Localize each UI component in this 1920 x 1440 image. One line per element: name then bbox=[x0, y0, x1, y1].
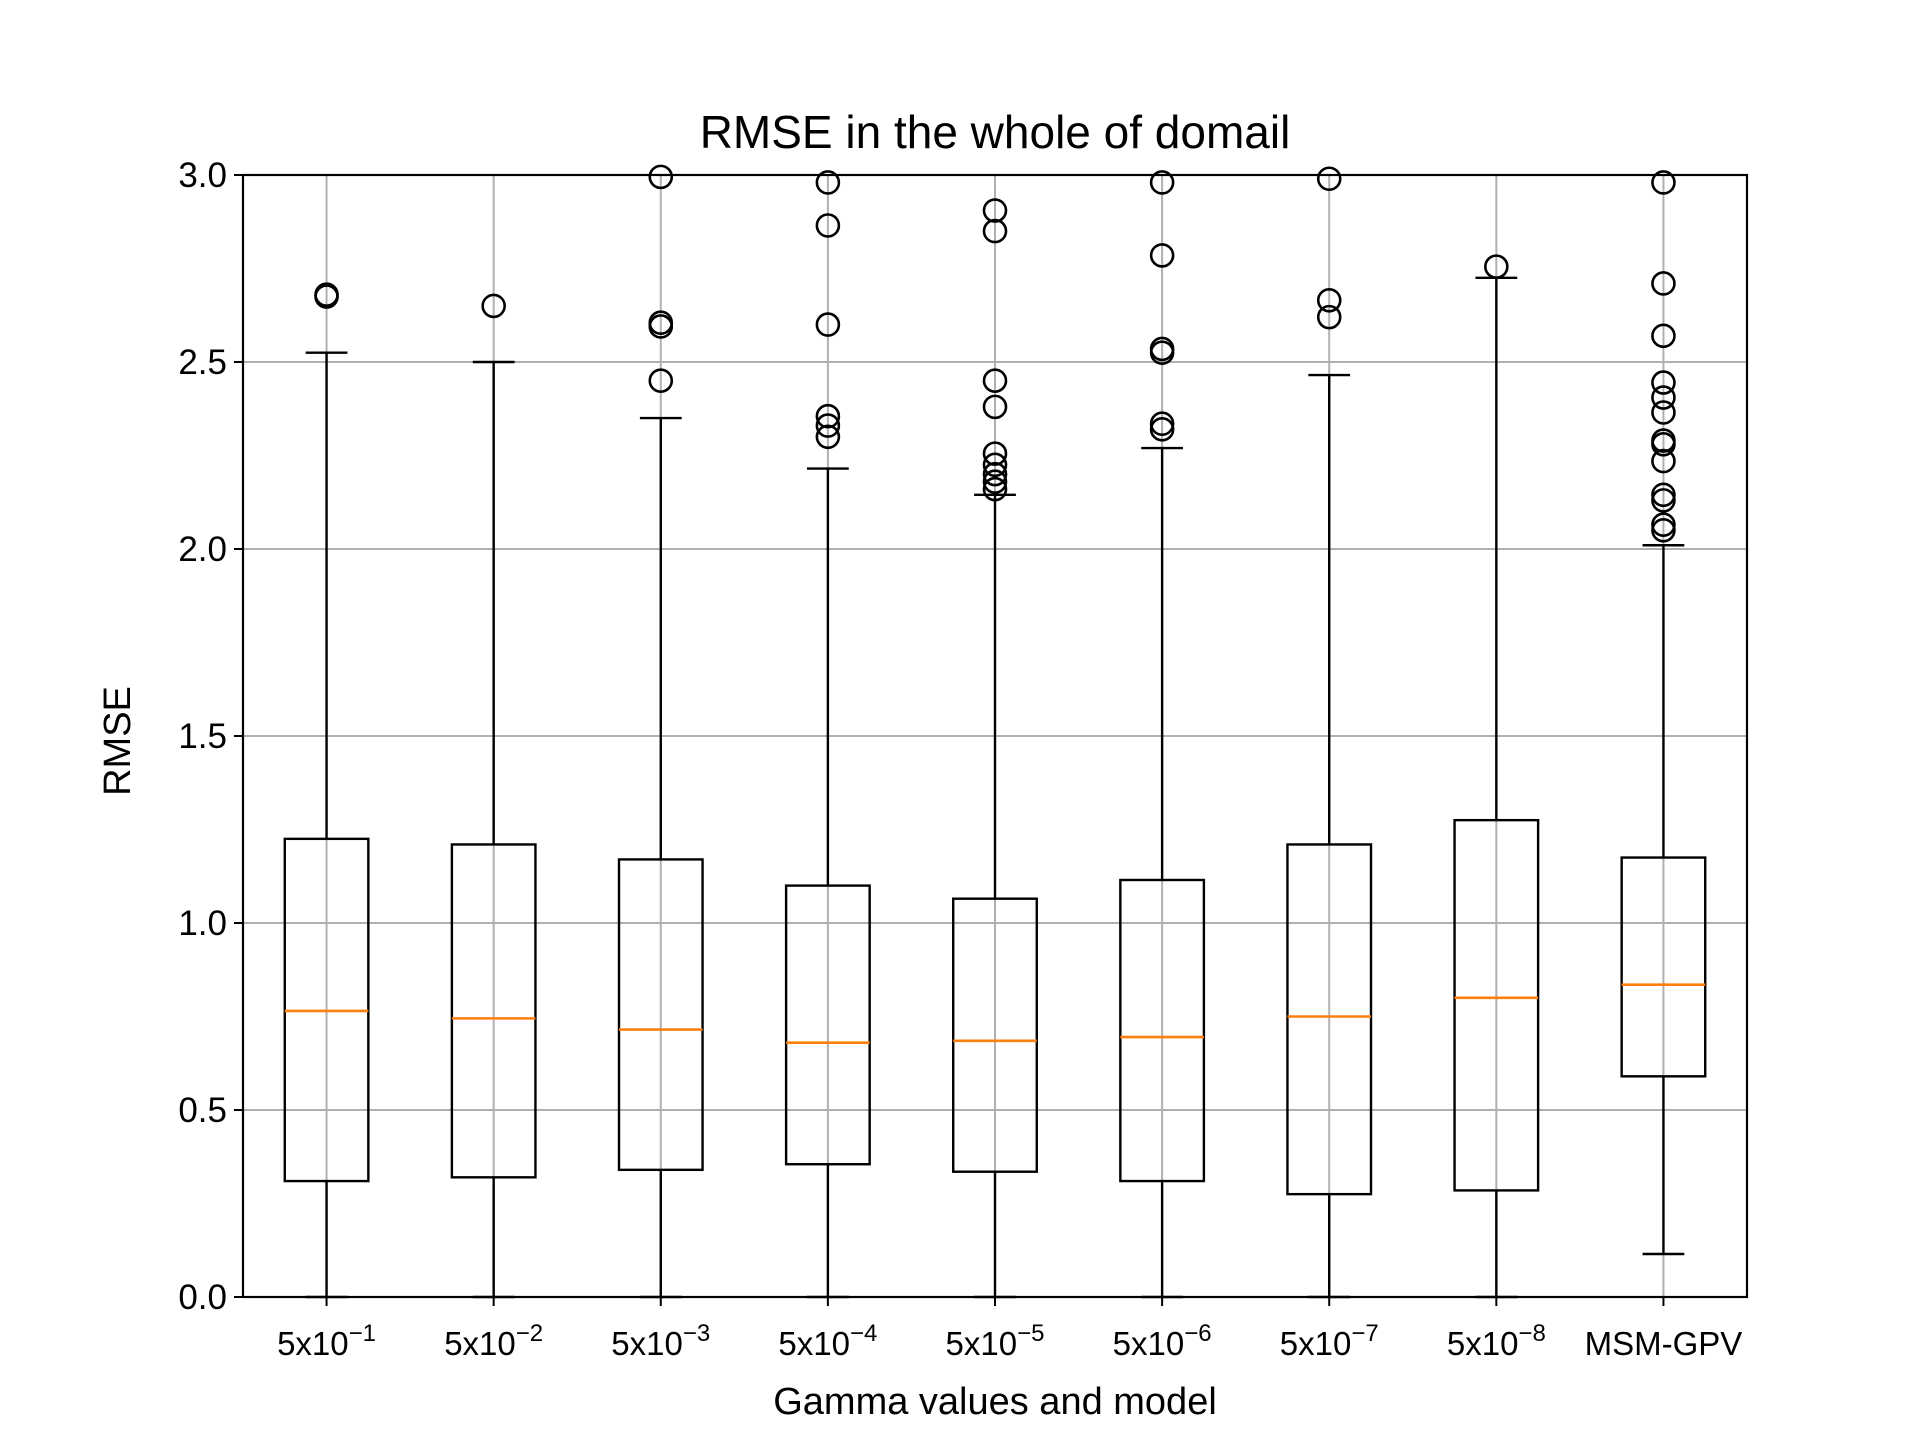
y-axis-ticks: 0.0 0.5 1.0 1.5 2.0 2.5 3.0 bbox=[178, 156, 243, 1317]
x-tick-label-base: MSM-GPV bbox=[1585, 1325, 1743, 1362]
outlier-point bbox=[982, 461, 1008, 487]
outlier-point bbox=[1149, 417, 1175, 442]
x-tick-label-base: 5x10 bbox=[277, 1325, 349, 1362]
outlier-point bbox=[815, 424, 841, 450]
outlier-point bbox=[648, 164, 674, 190]
y-tick-label: 1.0 bbox=[178, 904, 227, 943]
outlier-point bbox=[1651, 448, 1676, 474]
iqr-box bbox=[1286, 843, 1373, 1196]
x-tick-label-exponent: −5 bbox=[1017, 1320, 1044, 1347]
x-tick-label-base: 5x10 bbox=[444, 1325, 516, 1362]
x-tick-label: 5x10−4 bbox=[778, 1320, 877, 1362]
outlier-point bbox=[314, 282, 339, 307]
outlier-point bbox=[982, 368, 1008, 394]
box-1 bbox=[283, 282, 370, 1299]
box-5 bbox=[952, 198, 1038, 1299]
iqr-box bbox=[952, 897, 1038, 1173]
outlier-point bbox=[982, 218, 1008, 244]
iqr-box bbox=[450, 843, 537, 1179]
x-tick-label: 5x10−6 bbox=[1113, 1320, 1212, 1362]
outlier-point bbox=[1149, 243, 1175, 268]
x-tick-label-base: 5x10 bbox=[778, 1325, 850, 1362]
y-tick-label: 1.5 bbox=[178, 717, 227, 756]
box-9 bbox=[1620, 170, 1707, 1256]
outlier-point bbox=[1651, 385, 1676, 410]
box-2 bbox=[450, 293, 537, 1299]
outlier-point bbox=[1651, 400, 1676, 425]
x-tick-label-exponent: −2 bbox=[516, 1320, 543, 1347]
x-axis-ticks: 5x10−1 5x10−2 5x10−3 5x10−4 5x10−5 5x10−6 5x10… bbox=[277, 1297, 1742, 1362]
box-3 bbox=[617, 164, 704, 1299]
outlier-point bbox=[1149, 336, 1175, 362]
outlier-point bbox=[481, 293, 506, 319]
iqr-box bbox=[1119, 878, 1206, 1183]
x-tick-label: 5x10−7 bbox=[1280, 1320, 1379, 1362]
y-tick-label: 3.0 bbox=[178, 156, 227, 195]
outlier-point bbox=[1484, 254, 1509, 279]
x-axis-label: Gamma values and model bbox=[773, 1381, 1217, 1423]
outlier-point bbox=[1651, 170, 1676, 195]
outlier-point bbox=[982, 476, 1008, 502]
outlier-point bbox=[1651, 512, 1676, 537]
outlier-point bbox=[1316, 287, 1342, 313]
x-tick-label: 5x10−5 bbox=[946, 1320, 1045, 1362]
x-tick-label: 5x10−8 bbox=[1447, 1320, 1546, 1362]
outlier-point bbox=[815, 213, 841, 238]
outlier-point bbox=[982, 198, 1008, 223]
outlier-point bbox=[1651, 271, 1676, 296]
boxes bbox=[283, 164, 1707, 1299]
iqr-box bbox=[617, 858, 704, 1172]
x-tick-label-base: 5x10 bbox=[611, 1325, 683, 1362]
outlier-point bbox=[648, 310, 674, 336]
x-tick-label-exponent: −1 bbox=[349, 1320, 376, 1347]
x-tick-label-exponent: −3 bbox=[683, 1320, 710, 1347]
y-axis-label: RMSE bbox=[97, 686, 139, 796]
outlier-point bbox=[982, 469, 1008, 494]
outlier-point bbox=[815, 403, 841, 429]
outlier-point bbox=[1316, 304, 1342, 330]
box-7 bbox=[1286, 166, 1373, 1299]
outlier-point bbox=[815, 170, 841, 195]
x-tick-label-exponent: −4 bbox=[850, 1320, 877, 1347]
x-tick-label-base: 5x10 bbox=[1447, 1325, 1519, 1362]
x-tick-label: MSM-GPV bbox=[1585, 1325, 1743, 1362]
x-tick-label-base: 5x10 bbox=[946, 1325, 1018, 1362]
box-6 bbox=[1119, 170, 1206, 1299]
outlier-point bbox=[1651, 517, 1676, 543]
x-tick-label-exponent: −7 bbox=[1351, 1320, 1378, 1347]
outlier-point bbox=[1149, 170, 1175, 195]
x-tick-label-exponent: −6 bbox=[1184, 1320, 1211, 1347]
outlier-point bbox=[1651, 428, 1676, 453]
iqr-box bbox=[784, 884, 871, 1166]
outlier-point bbox=[648, 368, 674, 394]
outlier-point bbox=[1651, 488, 1676, 513]
y-tick-label: 2.5 bbox=[178, 343, 227, 382]
y-tick-label: 2.0 bbox=[178, 530, 227, 569]
outlier-point bbox=[1651, 323, 1676, 349]
y-tick-label: 0.5 bbox=[178, 1091, 227, 1130]
x-tick-label: 5x10−1 bbox=[277, 1320, 376, 1362]
outlier-point bbox=[1651, 482, 1676, 508]
outlier-point bbox=[982, 452, 1008, 478]
y-tick-label: 0.0 bbox=[178, 1278, 227, 1317]
iqr-box bbox=[1453, 818, 1540, 1192]
outlier-point bbox=[1149, 411, 1175, 437]
outlier-point bbox=[1651, 370, 1676, 395]
outlier-point bbox=[982, 394, 1008, 420]
outlier-point bbox=[982, 441, 1008, 466]
outlier-point bbox=[1316, 166, 1342, 192]
outlier-point bbox=[815, 312, 841, 337]
x-tick-label-base: 5x10 bbox=[1113, 1325, 1185, 1362]
x-tick-label: 5x10−2 bbox=[444, 1320, 543, 1362]
iqr-box bbox=[1620, 856, 1707, 1078]
x-tick-label: 5x10−3 bbox=[611, 1320, 710, 1362]
chart-title: RMSE in the whole of domail bbox=[700, 106, 1291, 158]
x-tick-label-exponent: −8 bbox=[1518, 1320, 1545, 1347]
outlier-point bbox=[815, 413, 841, 438]
x-tick-label-base: 5x10 bbox=[1280, 1325, 1352, 1362]
